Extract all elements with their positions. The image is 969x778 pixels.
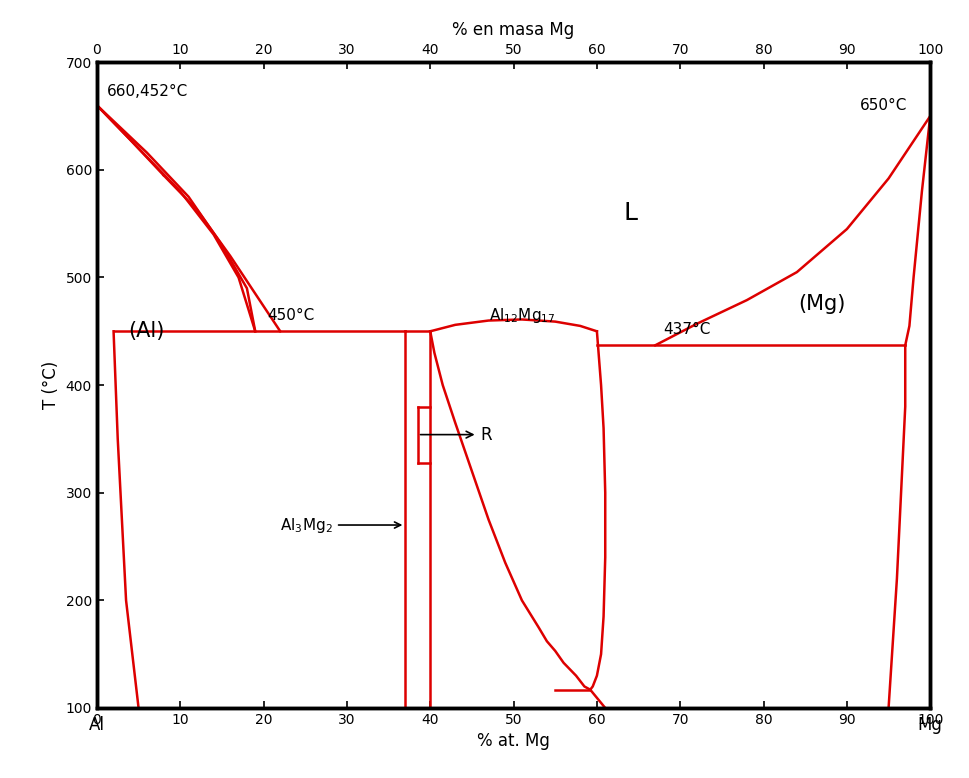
Text: Al$_3$Mg$_2$: Al$_3$Mg$_2$ xyxy=(280,516,400,534)
Text: L: L xyxy=(623,201,638,225)
Text: Al$_{12}$Mg$_{17}$: Al$_{12}$Mg$_{17}$ xyxy=(488,306,555,325)
Text: Al: Al xyxy=(89,716,105,734)
Text: 650°C: 650°C xyxy=(860,98,907,113)
Text: 437°C: 437°C xyxy=(664,321,711,337)
Text: 660,452°C: 660,452°C xyxy=(107,84,188,99)
Text: 450°C: 450°C xyxy=(267,307,315,323)
Text: (Al): (Al) xyxy=(129,321,165,342)
X-axis label: % at. Mg: % at. Mg xyxy=(477,732,550,751)
Text: (Mg): (Mg) xyxy=(798,294,846,314)
Text: R: R xyxy=(421,426,492,443)
X-axis label: % en masa Mg: % en masa Mg xyxy=(453,21,575,39)
Y-axis label: T (°C): T (°C) xyxy=(42,361,60,409)
Text: Mg: Mg xyxy=(918,716,943,734)
